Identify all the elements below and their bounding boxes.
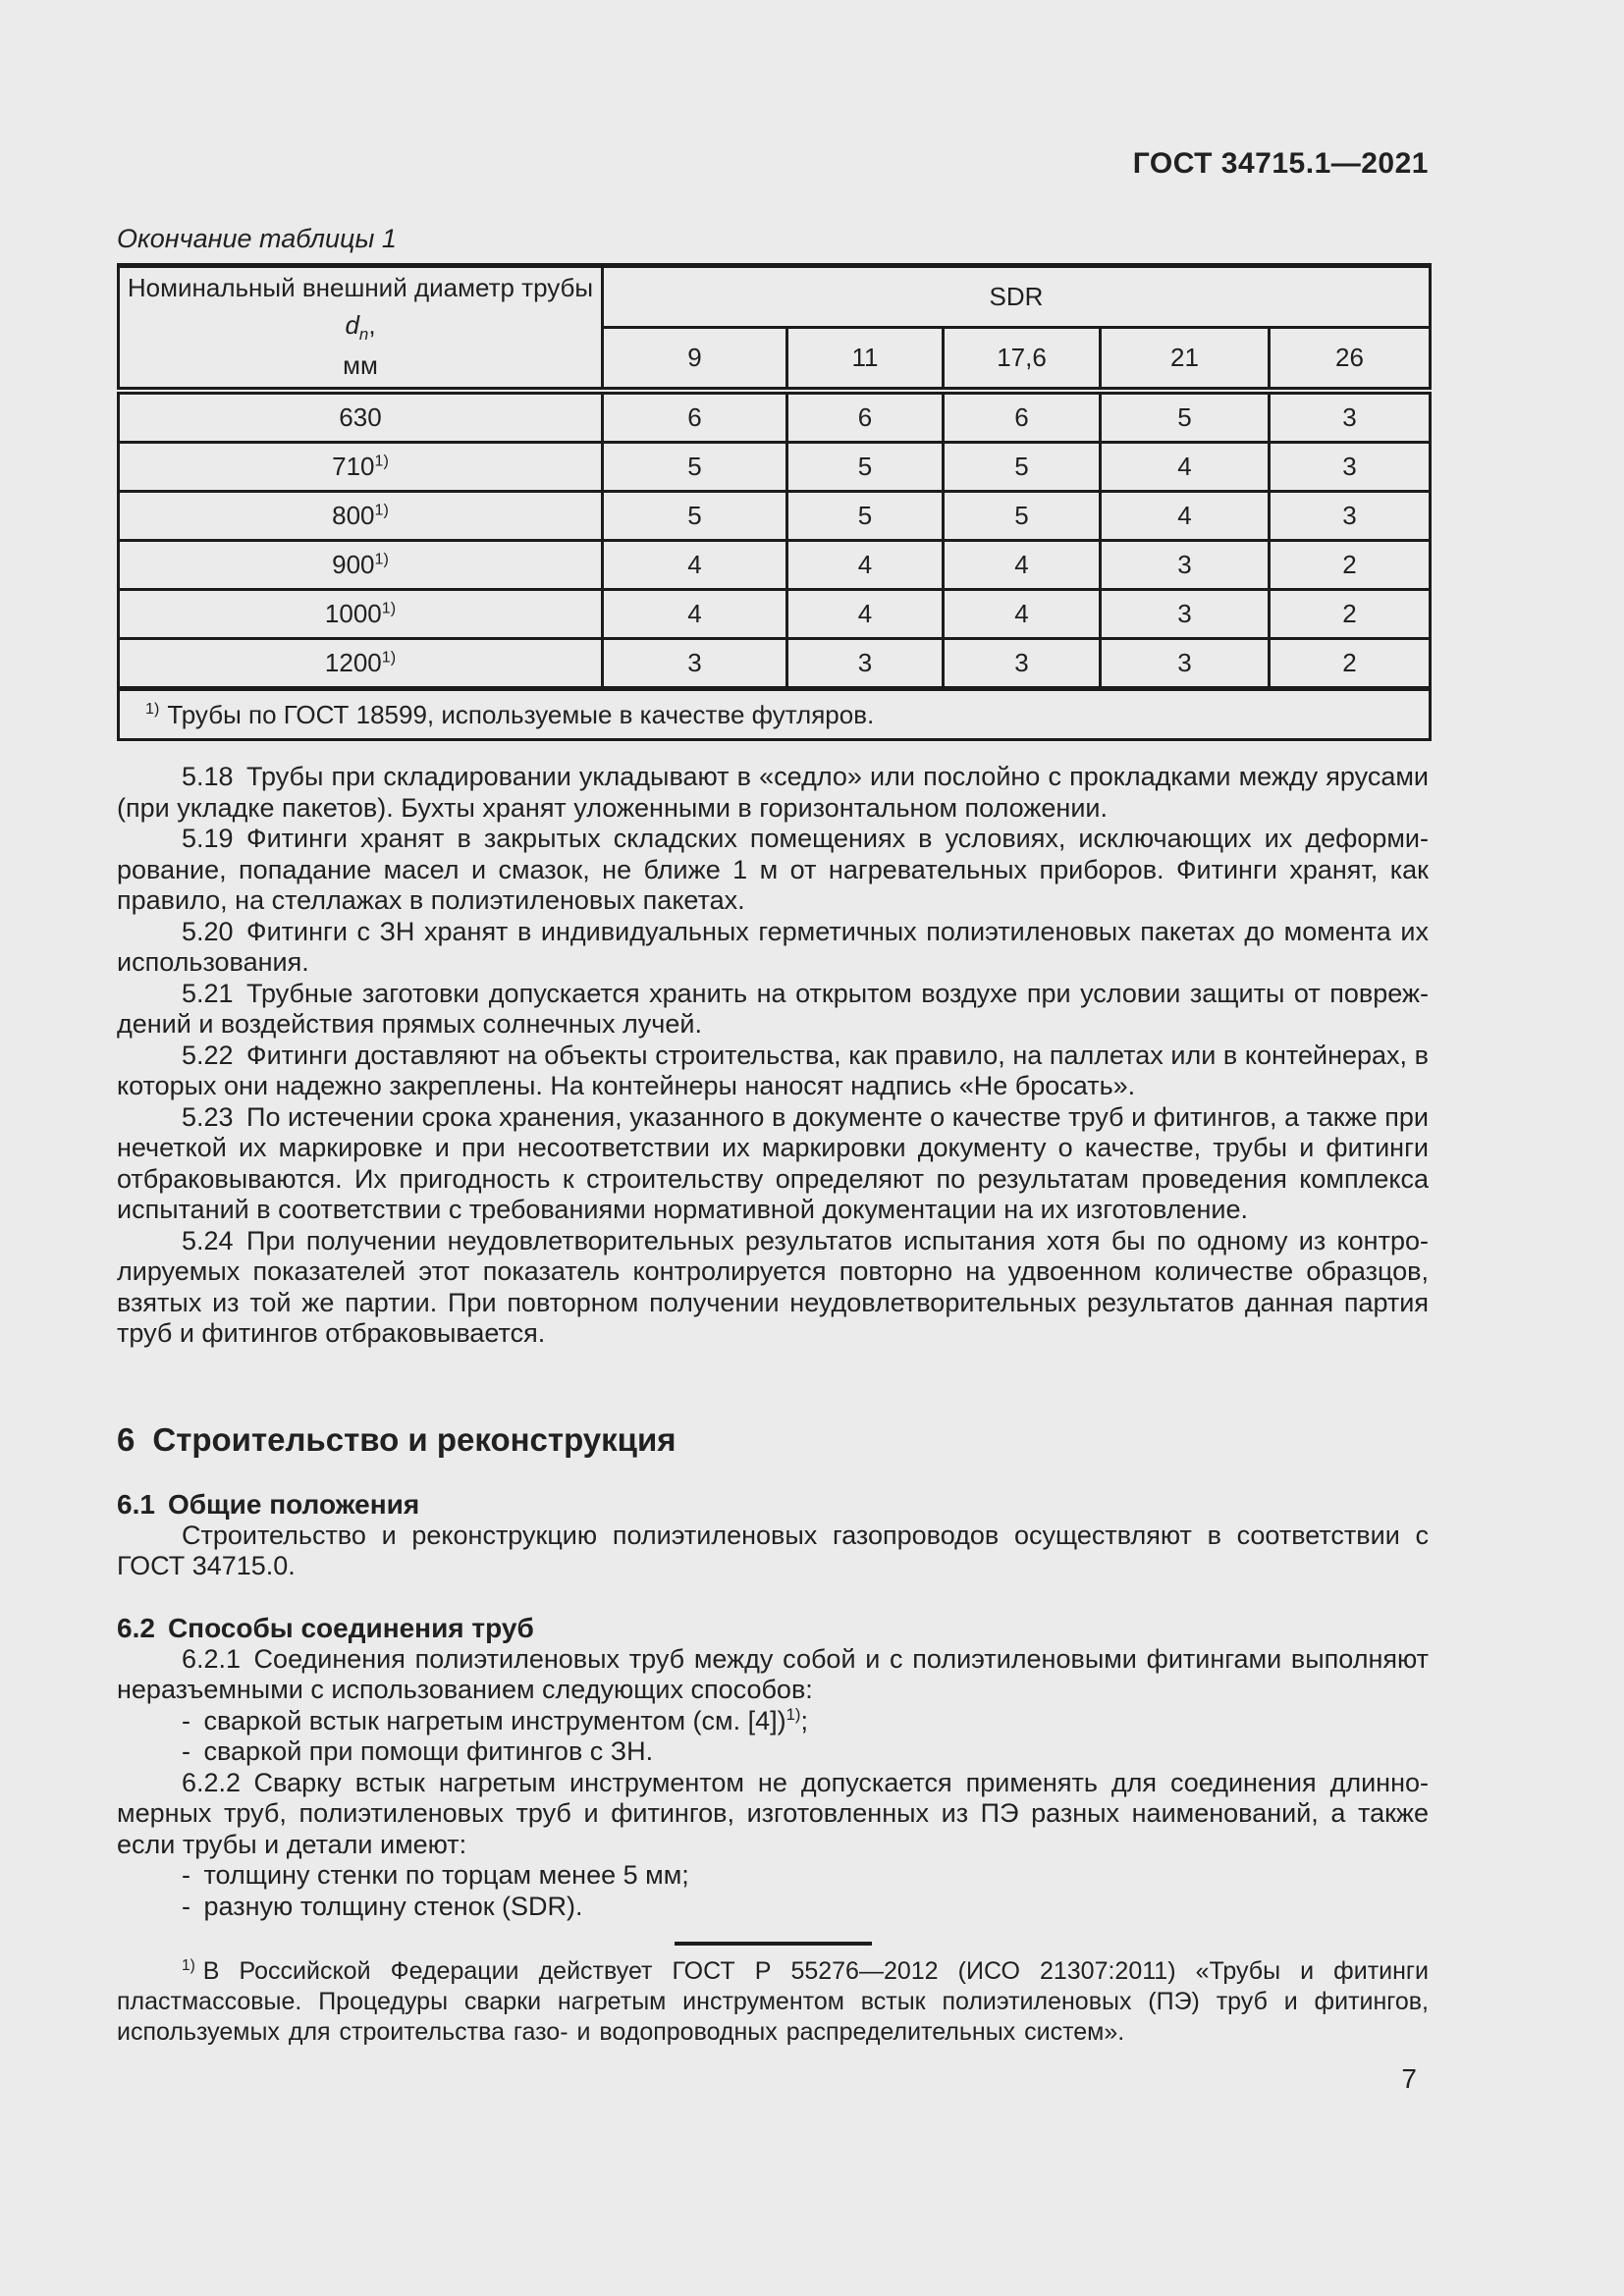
paragraph-5-21: 5.21 Трубные заготовки допускается храни…	[117, 978, 1429, 1040]
value-cell: 3	[1099, 588, 1271, 640]
diameter-cell: 630	[117, 387, 604, 444]
paragraph-5-20: 5.20 Фитинги с ЗН хранят в индивидуальны…	[117, 916, 1429, 978]
section-6-heading: 6 Строительство и реконструкция	[117, 1420, 677, 1458]
value-cell: 2	[1267, 588, 1433, 640]
sdr-column-header: 9	[601, 326, 788, 393]
table-header-row-2: 9 11 17,6 21 26	[119, 326, 1433, 393]
table-header-row-1: Номинальный внешний диаметр трубы dn, мм…	[117, 264, 1433, 393]
diameter-header-text: Номинальный внешний диаметр трубы dn, мм	[127, 273, 594, 380]
value-cell: 5	[942, 441, 1102, 493]
sdr-column-header: 17,6	[942, 326, 1102, 393]
value-cell: 3	[785, 637, 945, 690]
paragraph-6-1: Строительство и реконструкцию полиэтилен…	[117, 1520, 1429, 1581]
value-cell: 4	[942, 539, 1102, 591]
value-cell: 3	[942, 637, 1102, 690]
footnote-marker: 1)	[374, 501, 389, 519]
table-footnote-row: 1) Трубы по ГОСТ 18599, используемые в ка…	[116, 686, 1433, 741]
paragraph-5-19: 5.19 Фитинги хранят в закрытых складских…	[117, 824, 1429, 915]
value-cell: 3	[1267, 441, 1433, 493]
value-cell: 2	[1267, 539, 1433, 591]
diameter-cell: 8001)	[117, 490, 604, 542]
diameter-cell: 9001)	[117, 539, 604, 591]
diameter-cell: 7101)	[117, 441, 604, 493]
sdr-column-header: 26	[1267, 326, 1433, 393]
value-cell: 3	[1099, 539, 1271, 591]
paragraph-6-2-2: 6.2.2 Сварку встык нагретым инструментом…	[117, 1767, 1429, 1859]
table-header-sdr-group: SDR	[600, 264, 1433, 329]
bullet-different-sdr: - разную толщину стенок (SDR).	[182, 1891, 583, 1921]
value-cell: 5	[1099, 387, 1271, 444]
table-row: 10001) 4 4 4 3 2	[117, 588, 1433, 640]
sdr-column-header: 21	[1099, 326, 1271, 393]
footnote-marker: 1)	[374, 452, 389, 470]
footnote-marker: 1)	[785, 1704, 801, 1724]
value-cell: 4	[1099, 441, 1271, 493]
section-6-2-heading: 6.2 Способы соединения труб	[117, 1612, 534, 1643]
value-cell: 6	[942, 387, 1102, 444]
value-cell: 3	[1099, 637, 1271, 690]
value-cell: 5	[942, 490, 1102, 542]
table-row: 630 6 6 6 5 3	[117, 387, 1433, 444]
value-cell: 5	[785, 441, 945, 493]
value-cell: 3	[1267, 387, 1433, 444]
bullet-welding-fittings: - сваркой при помощи фитингов с ЗН.	[182, 1736, 654, 1766]
bullet-welding-butt: - сваркой встык нагретым инструментом (с…	[182, 1704, 809, 1735]
footnote-marker: 1)	[182, 1956, 195, 1974]
table-caption: Окончание таблицы 1	[117, 224, 397, 253]
value-cell: 5	[601, 441, 788, 493]
page-content: ГОСТ 34715.1—2021 Окончание таблицы 1 Но…	[116, 0, 1433, 2095]
value-cell: 5	[785, 490, 945, 542]
diameter-cell: 12001)	[117, 637, 604, 690]
paragraph-6-2-1: 6.2.1 Соединения полиэтиленовых труб меж…	[117, 1643, 1429, 1705]
table-row: 12001) 3 3 3 3 2	[117, 637, 1433, 690]
value-cell: 6	[601, 387, 788, 444]
value-cell: 4	[942, 588, 1102, 640]
value-cell: 4	[785, 588, 945, 640]
footnote-marker: 1)	[381, 599, 397, 617]
page-header-standard-ref: ГОСТ 34715.1—2021	[1132, 147, 1429, 180]
table-row: 8001) 5 5 5 4 3	[117, 490, 1433, 542]
diameter-variable: dn	[345, 310, 369, 345]
table-row: 9001) 4 4 4 3 2	[117, 539, 1433, 591]
value-cell: 2	[1267, 637, 1433, 690]
paragraph-5-18: 5.18 Трубы при складировании укладывают …	[117, 762, 1429, 823]
footnote-divider	[674, 1942, 872, 1946]
value-cell: 3	[1267, 490, 1433, 542]
value-cell: 4	[1099, 490, 1271, 542]
paragraph-5-23: 5.23 По истечении срока хранения, указан…	[117, 1101, 1429, 1225]
bullet-wall-thickness: - толщину стенки по торцам менее 5 мм;	[182, 1860, 689, 1890]
paragraph-5-22: 5.22 Фитинги доставляют на объекты строи…	[117, 1040, 1429, 1101]
value-cell: 4	[601, 539, 788, 591]
section-5-body: 5.18 Трубы при складировании укладывают …	[117, 762, 1429, 1350]
table-header-diameter: Номинальный внешний диаметр трубы dn, мм	[117, 264, 604, 393]
table-footnote: 1) Трубы по ГОСТ 18599, используемые в ка…	[116, 686, 1433, 741]
section-6-1-heading: 6.1 Общие положения	[117, 1488, 420, 1520]
footnote-marker: 1)	[145, 699, 160, 718]
paragraph-5-24: 5.24 При получении неудовлетворительных …	[117, 1225, 1429, 1349]
sdr-column-header: 11	[785, 326, 945, 393]
table-row: 7101) 5 5 5 4 3	[117, 441, 1433, 493]
value-cell: 3	[601, 637, 788, 690]
footnote-marker: 1)	[374, 550, 389, 568]
value-cell: 4	[785, 539, 945, 591]
page-number: 7	[1401, 2063, 1417, 2094]
diameter-cell: 10001)	[117, 588, 604, 640]
value-cell: 4	[601, 588, 788, 640]
page-footnote: 1) В Российской Федерации действует ГОСТ …	[117, 1956, 1429, 2046]
pipe-diameter-table: Номинальный внешний диаметр трубы dn, мм…	[116, 263, 1433, 741]
value-cell: 5	[601, 490, 788, 542]
footnote-marker: 1)	[381, 648, 397, 667]
value-cell: 6	[785, 387, 945, 444]
